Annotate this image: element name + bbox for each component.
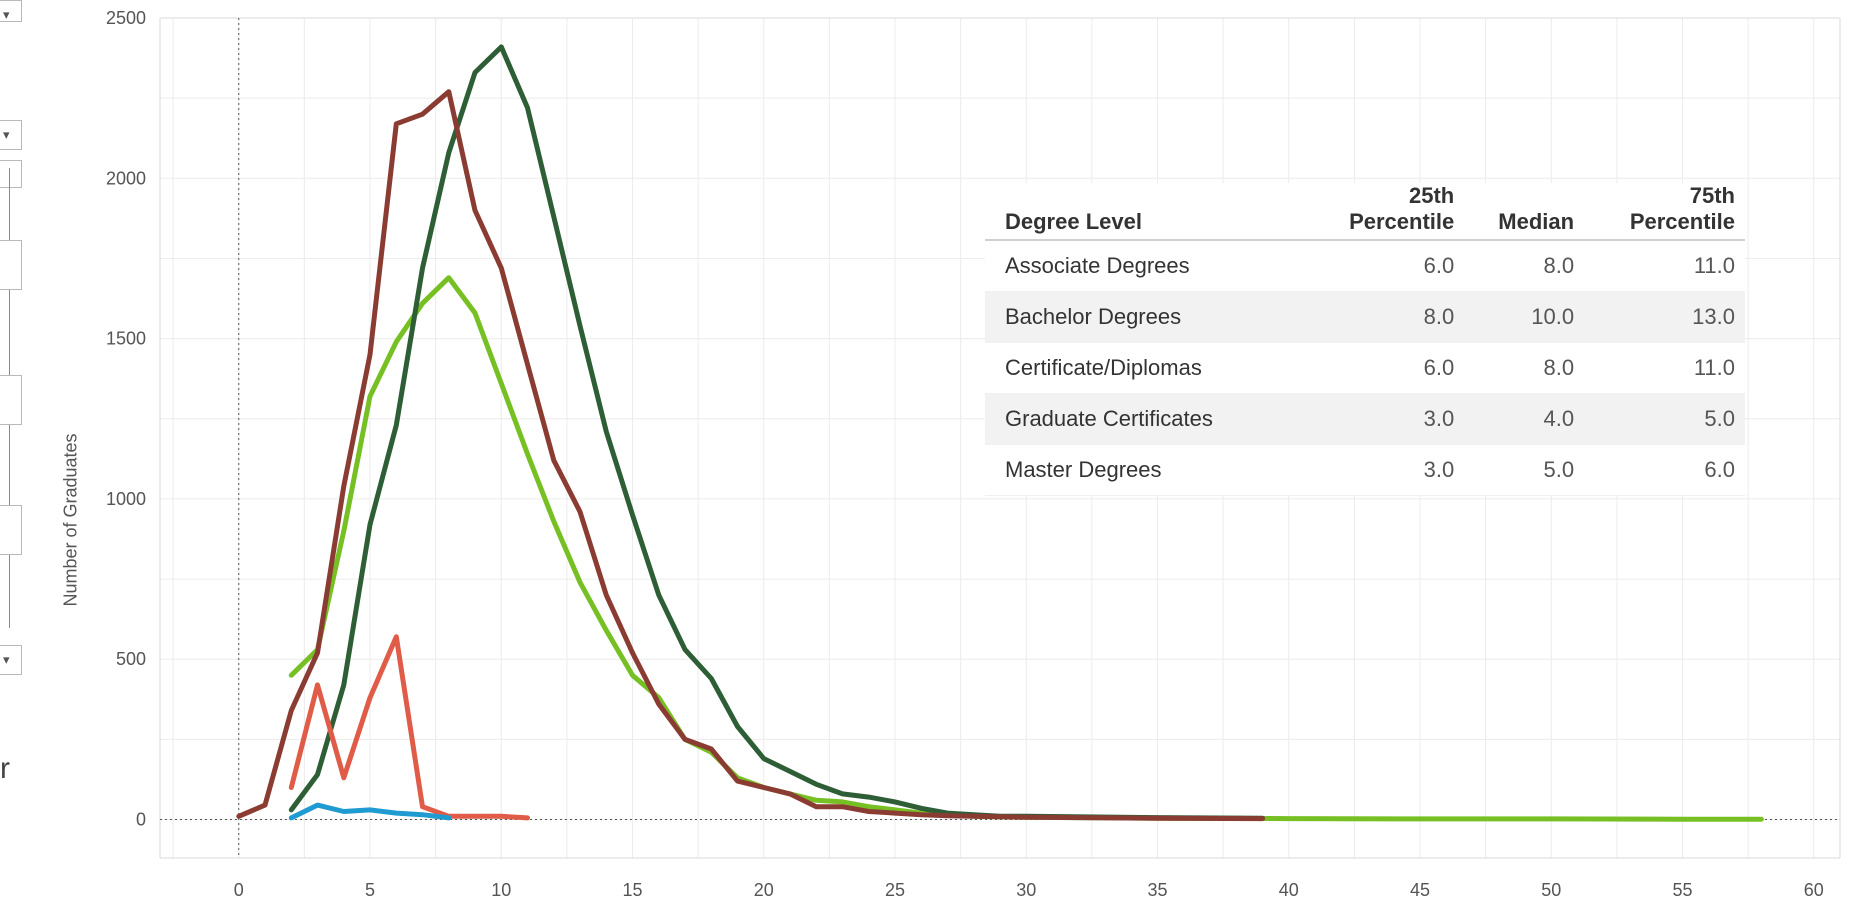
series-line-5	[288, 802, 452, 821]
row-25th: 3.0	[1423, 406, 1455, 431]
side-label-fragment: r	[0, 752, 10, 785]
x-tick-label: 35	[1147, 880, 1167, 900]
header-75th-percentile: 75th Percentile	[1584, 183, 1745, 240]
header-25th-percentile: 25th Percentile	[1303, 183, 1464, 240]
row-75th: 6.0	[1704, 457, 1735, 482]
filter-dropdown-3[interactable]	[0, 645, 22, 675]
row-25th: 8.0	[1423, 304, 1455, 329]
row-75th: 11.0	[1693, 355, 1735, 380]
header-median: Median	[1498, 209, 1575, 234]
table-row: Certificate/Diplomas 6.0 8.0 11.0	[985, 343, 1745, 394]
row-degree-level: Certificate/Diplomas	[1005, 355, 1202, 380]
filter-panel: r	[0, 0, 40, 915]
filter-item-3[interactable]	[0, 375, 22, 425]
row-median: 5.0	[1543, 457, 1575, 482]
series-line-4	[288, 634, 530, 821]
series-line-3	[236, 89, 1265, 822]
y-tick-label: 1500	[106, 329, 146, 349]
y-tick-label: 1000	[106, 489, 146, 509]
x-tick-label: 60	[1804, 880, 1824, 900]
y-tick-label: 500	[116, 649, 146, 669]
table-row: Bachelor Degrees 8.0 10.0 13.0	[985, 291, 1745, 343]
x-tick-label: 10	[491, 880, 511, 900]
row-degree-level: Master Degrees	[1005, 457, 1162, 482]
row-median: 8.0	[1543, 253, 1575, 278]
filter-dropdown-1[interactable]	[0, 0, 22, 23]
x-tick-label: 25	[885, 880, 905, 900]
header-25th-top: 25th	[1408, 183, 1455, 208]
row-median: 4.0	[1543, 406, 1575, 431]
series-line-2	[288, 44, 1265, 821]
x-tick-label: 0	[234, 880, 244, 900]
header-75th-top: 75th	[1689, 183, 1735, 208]
row-median: 10.0	[1531, 304, 1575, 329]
row-degree-level: Bachelor Degrees	[1005, 304, 1182, 329]
table-header-row: Degree Level 25th Percentile Median 75th P…	[985, 183, 1745, 240]
row-25th: 6.0	[1423, 355, 1455, 380]
table-row: Master Degrees 3.0 5.0 6.0	[985, 445, 1745, 496]
chart-series	[236, 44, 1764, 822]
x-tick-label: 40	[1279, 880, 1299, 900]
filter-item-2[interactable]	[0, 240, 22, 290]
header-25th-bottom: Percentile	[1349, 209, 1455, 234]
row-median: 8.0	[1543, 355, 1575, 380]
row-75th: 13.0	[1692, 304, 1735, 329]
x-tick-label: 30	[1016, 880, 1036, 900]
x-tick-label: 15	[622, 880, 642, 900]
x-tick-label: 45	[1410, 880, 1430, 900]
header-degree-level: Degree Level	[1005, 209, 1142, 234]
row-75th: 11.0	[1693, 253, 1735, 278]
filter-dropdown-2[interactable]	[0, 120, 22, 150]
row-25th: 6.0	[1423, 253, 1455, 278]
row-75th: 5.0	[1704, 406, 1735, 431]
y-tick-label: 0	[136, 810, 146, 830]
row-degree-level: Graduate Certificates	[1005, 406, 1213, 431]
row-25th: 3.0	[1423, 457, 1455, 482]
table-row: Graduate Certificates 3.0 4.0 5.0	[985, 393, 1745, 445]
percentile-table: Degree Level 25th Percentile Median 75th P…	[985, 183, 1745, 496]
x-tick-label: 50	[1541, 880, 1561, 900]
header-75th-bottom: Percentile	[1629, 209, 1735, 234]
y-tick-label: 2500	[106, 8, 146, 28]
x-axis-ticks: 0 5 10 15 20 25 30 35 40 45 50 55 60	[234, 880, 1824, 900]
y-tick-label: 2000	[106, 168, 146, 188]
x-tick-label: 20	[754, 880, 774, 900]
filter-item-1[interactable]	[0, 160, 22, 188]
x-tick-label: 5	[365, 880, 375, 900]
filter-item-4[interactable]	[0, 505, 22, 555]
row-degree-level: Associate Degrees	[1005, 253, 1190, 278]
table-row: Associate Degrees 6.0 8.0 11.0	[985, 240, 1745, 292]
y-axis-ticks: 0 500 1000 1500 2000 2500	[106, 8, 146, 830]
x-tick-label: 55	[1672, 880, 1692, 900]
